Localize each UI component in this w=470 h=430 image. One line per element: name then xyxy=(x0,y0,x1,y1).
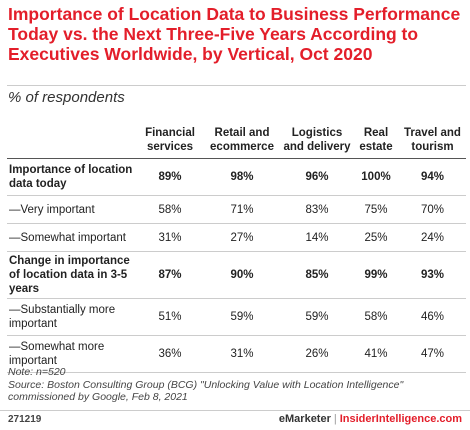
table-row: —Substantially more important 51% 59% 59… xyxy=(7,298,466,336)
row-label: —Very important xyxy=(7,195,137,224)
row-label-header xyxy=(7,122,137,159)
chart-notes: Note: n=520 Source: Boston Consulting Gr… xyxy=(8,366,464,404)
table-cell: 87% xyxy=(137,251,203,299)
table-cell: 25% xyxy=(353,223,399,252)
table-cell: 26% xyxy=(281,335,353,373)
table-cell: 99% xyxy=(353,251,399,299)
table-cell: 96% xyxy=(281,158,353,196)
table-row: —Very important 58% 71% 83% 75% 70% xyxy=(7,195,466,224)
table-cell: 47% xyxy=(399,335,466,373)
column-header: Financial services xyxy=(137,122,203,159)
chart-id: 271219 xyxy=(8,414,42,425)
column-header: Real estate xyxy=(353,122,399,159)
table-cell: 75% xyxy=(353,195,399,224)
table-cell: 41% xyxy=(353,335,399,373)
footer-divider xyxy=(0,410,470,411)
column-header: Retail and ecommerce xyxy=(203,122,281,159)
row-label: —Substantially more important xyxy=(7,298,137,336)
chart-subtitle: % of respondents xyxy=(8,89,125,106)
table-cell: 14% xyxy=(281,223,353,252)
table-cell: 27% xyxy=(203,223,281,252)
table-cell: 46% xyxy=(399,298,466,336)
column-header: Travel and tourism xyxy=(399,122,466,159)
data-table: Financial services Retail and ecommerce … xyxy=(7,122,466,373)
row-label: Change in importance of location data in… xyxy=(7,251,137,299)
brand-emarketer: eMarketer xyxy=(278,413,331,425)
table-cell: 90% xyxy=(203,251,281,299)
row-label: —Somewhat more important xyxy=(7,335,137,373)
source-note: Source: Boston Consulting Group (BCG) "U… xyxy=(8,378,404,404)
table-cell: 85% xyxy=(281,251,353,299)
table-cell: 70% xyxy=(399,195,466,224)
brand-insider-intelligence: InsiderIntelligence.com xyxy=(339,413,462,425)
table-cell: 59% xyxy=(203,298,281,336)
table-cell: 93% xyxy=(399,251,466,299)
table-cell: 98% xyxy=(203,158,281,196)
sample-note: Note: n=520 xyxy=(8,366,66,378)
table-cell: 31% xyxy=(137,223,203,252)
table-cell: 94% xyxy=(399,158,466,196)
table-cell: 51% xyxy=(137,298,203,336)
chart-title: Importance of Location Data to Business … xyxy=(8,4,461,64)
table-cell: 59% xyxy=(281,298,353,336)
row-label: —Somewhat important xyxy=(7,223,137,252)
table-row: Change in importance of location data in… xyxy=(7,251,466,299)
table-cell: 58% xyxy=(137,195,203,224)
table-cell: 83% xyxy=(281,195,353,224)
table-cell: 89% xyxy=(137,158,203,196)
table-cell: 100% xyxy=(353,158,399,196)
table-row: —Somewhat more important 36% 31% 26% 41%… xyxy=(7,335,466,373)
table-cell: 31% xyxy=(203,335,281,373)
column-header: Logistics and delivery xyxy=(281,122,353,159)
table-cell: 71% xyxy=(203,195,281,224)
table-cell: 58% xyxy=(353,298,399,336)
table-row: Importance of location data today 89% 98… xyxy=(7,158,466,196)
header-divider xyxy=(7,85,466,86)
table-cell: 36% xyxy=(137,335,203,373)
footer-brand: eMarketer | InsiderIntelligence.com xyxy=(279,413,462,425)
row-label: Importance of location data today xyxy=(7,158,137,196)
table-row: —Somewhat important 31% 27% 14% 25% 24% xyxy=(7,223,466,252)
table-cell: 24% xyxy=(399,223,466,252)
table-header-row: Financial services Retail and ecommerce … xyxy=(7,122,466,159)
brand-separator: | xyxy=(333,413,337,425)
